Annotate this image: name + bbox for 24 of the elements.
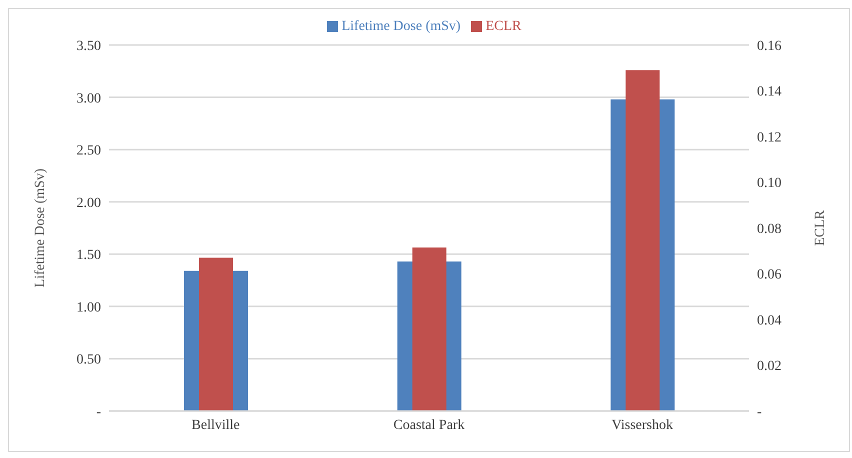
y-tick-label: 2.50: [76, 144, 101, 159]
y2-tick-label: 0.08: [757, 222, 782, 237]
y-tick-label: 1.50: [76, 248, 101, 264]
y-tick-label: 2.00: [76, 196, 101, 211]
y-tick-label: -: [96, 404, 102, 420]
y2-tick-label: 0.16: [757, 38, 782, 54]
x-tick-label: Bellville: [192, 418, 240, 433]
y-tick-label: 3.50: [76, 38, 101, 54]
y2-tick-label: 0.04: [757, 313, 782, 328]
y-tick-label: 0.50: [76, 352, 101, 368]
y2-axis-title: ECLR: [812, 209, 828, 246]
y2-tick-label: 0.14: [757, 84, 782, 100]
y2-tick-label: 0.02: [757, 359, 782, 374]
x-tick-label: Coastal Park: [393, 418, 465, 433]
y2-tick-label: 0.10: [757, 176, 782, 192]
y-axis-title: Lifetime Dose (mSv): [32, 168, 48, 288]
y2-tick-label: -: [757, 404, 762, 420]
y-tick-label: 3.00: [76, 91, 101, 106]
y2-tick-label: 0.12: [757, 130, 782, 146]
y2-tick-label: 0.06: [757, 268, 782, 283]
y-tick-label: 1.00: [76, 300, 101, 316]
x-tick-label: Vissershok: [612, 418, 674, 433]
legend-label: ECLR: [486, 19, 522, 34]
legend-label: Lifetime Dose (mSv): [342, 19, 461, 34]
